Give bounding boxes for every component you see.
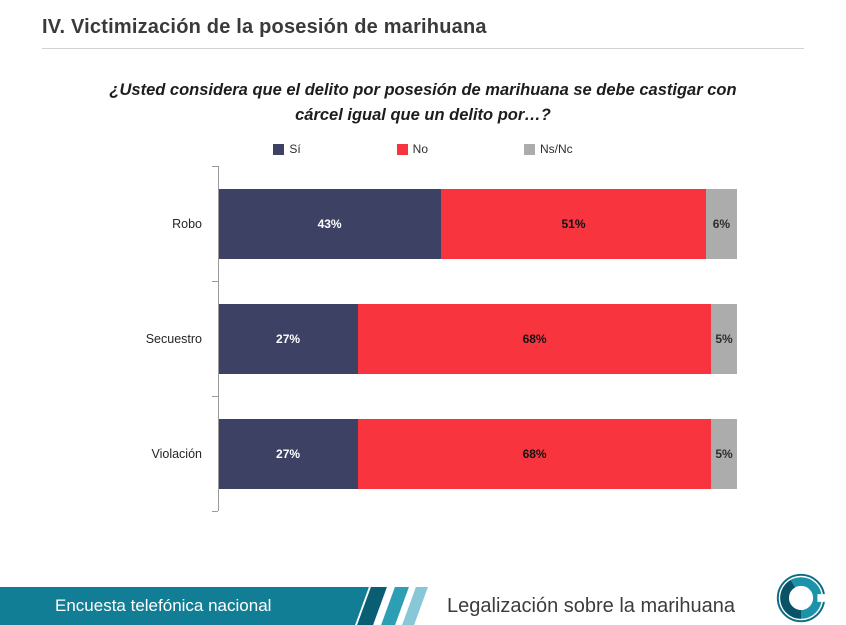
chart-question-line2: cárcel igual que un delito por…? — [295, 105, 551, 124]
title-divider — [42, 48, 804, 49]
stacked-bar-chart: Robo 43% 51% 6% Secuestro 27% 68% 5% Violación 27… — [0, 166, 737, 512]
chart-row: Secuestro 27% 68% 5% — [0, 281, 737, 396]
bar-track: 27% 68% 5% — [218, 303, 737, 374]
y-axis-line — [218, 166, 219, 511]
axis-tick — [212, 166, 218, 167]
bar-track: 27% 68% 5% — [218, 418, 737, 489]
footer-band: Encuesta telefónica nacional Legalizació… — [0, 571, 846, 625]
legend-item: Sí — [273, 142, 301, 156]
legend-label: No — [412, 142, 428, 156]
bar-segment-nsnc: 5% — [711, 418, 737, 489]
axis-tick — [212, 281, 218, 282]
legend-swatch — [396, 143, 408, 155]
legend-label: Ns/Nc — [540, 142, 573, 156]
legend-item: Ns/Nc — [524, 142, 573, 156]
legend-item: No — [396, 142, 428, 156]
logo-circle-icon — [774, 571, 828, 625]
chart-question-line1: ¿Usted considera que el delito por poses… — [109, 81, 737, 99]
chart-row: Robo 43% 51% 6% — [0, 166, 737, 281]
bar-segment-no: 68% — [358, 303, 712, 374]
category-label: Secuestro — [145, 331, 202, 346]
footer-topic-label: Legalización sobre la marihuana — [447, 595, 735, 617]
legend-swatch — [524, 143, 535, 155]
bar-segment-s: 43% — [218, 188, 442, 259]
footer-survey-label: Encuesta telefónica nacional — [55, 596, 272, 615]
chart-question: ¿Usted considera que el delito por poses… — [63, 78, 783, 128]
category-label: Robo — [172, 216, 202, 231]
legend-swatch — [273, 143, 285, 155]
chart-legend: Sí No Ns/Nc — [0, 142, 846, 156]
page-title: IV. Victimización de la posesión de mari… — [42, 16, 487, 38]
legend-label: Sí — [289, 142, 301, 156]
category-label: Violación — [151, 446, 202, 461]
bar-segment-no: 51% — [441, 188, 706, 259]
bar-segment-s: 27% — [218, 303, 359, 374]
chart-row: Violación 27% 68% 5% — [0, 396, 737, 511]
bar-segment-nsnc: 5% — [711, 303, 737, 374]
bar-segment-nsnc: 6% — [705, 188, 737, 259]
chart-rows: Robo 43% 51% 6% Secuestro 27% 68% 5% Violación 27… — [0, 166, 737, 511]
axis-tick — [212, 511, 218, 512]
axis-tick — [212, 396, 218, 397]
bar-track: 43% 51% 6% — [218, 188, 737, 259]
bar-segment-no: 68% — [358, 418, 712, 489]
bar-segment-s: 27% — [218, 418, 359, 489]
